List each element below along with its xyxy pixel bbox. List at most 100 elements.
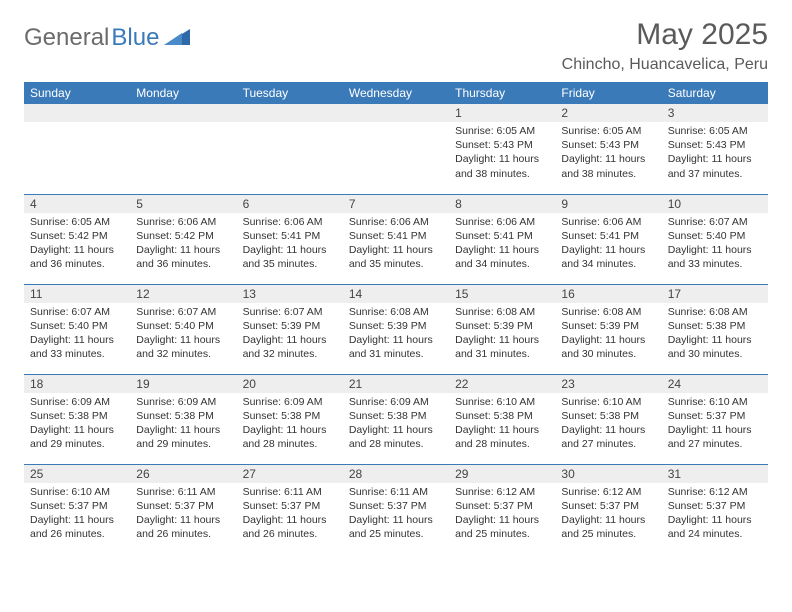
calendar-week-row: 4Sunrise: 6:05 AMSunset: 5:42 PMDaylight… bbox=[24, 194, 768, 284]
daylight-line: Daylight: 11 hours and 26 minutes. bbox=[243, 513, 337, 541]
day-number-empty bbox=[24, 104, 130, 122]
sunrise-line: Sunrise: 6:08 AM bbox=[668, 305, 762, 319]
day-details: Sunrise: 6:06 AMSunset: 5:41 PMDaylight:… bbox=[237, 213, 343, 278]
sunrise-line: Sunrise: 6:08 AM bbox=[455, 305, 549, 319]
calendar-week-row: 25Sunrise: 6:10 AMSunset: 5:37 PMDayligh… bbox=[24, 464, 768, 554]
calendar-cell: 13Sunrise: 6:07 AMSunset: 5:39 PMDayligh… bbox=[237, 284, 343, 374]
day-number: 30 bbox=[555, 465, 661, 483]
day-number: 9 bbox=[555, 195, 661, 213]
calendar-cell: 22Sunrise: 6:10 AMSunset: 5:38 PMDayligh… bbox=[449, 374, 555, 464]
sunrise-line: Sunrise: 6:07 AM bbox=[668, 215, 762, 229]
daylight-line: Daylight: 11 hours and 33 minutes. bbox=[30, 333, 124, 361]
calendar-cell: 20Sunrise: 6:09 AMSunset: 5:38 PMDayligh… bbox=[237, 374, 343, 464]
sunrise-line: Sunrise: 6:11 AM bbox=[349, 485, 443, 499]
day-details: Sunrise: 6:10 AMSunset: 5:37 PMDaylight:… bbox=[24, 483, 130, 548]
day-details: Sunrise: 6:11 AMSunset: 5:37 PMDaylight:… bbox=[343, 483, 449, 548]
sunrise-line: Sunrise: 6:11 AM bbox=[136, 485, 230, 499]
calendar-cell: 28Sunrise: 6:11 AMSunset: 5:37 PMDayligh… bbox=[343, 464, 449, 554]
calendar-cell: 25Sunrise: 6:10 AMSunset: 5:37 PMDayligh… bbox=[24, 464, 130, 554]
location-text: Chincho, Huancavelica, Peru bbox=[562, 56, 768, 74]
sunrise-line: Sunrise: 6:07 AM bbox=[136, 305, 230, 319]
calendar-week-row: 18Sunrise: 6:09 AMSunset: 5:38 PMDayligh… bbox=[24, 374, 768, 464]
sunrise-line: Sunrise: 6:08 AM bbox=[349, 305, 443, 319]
day-number: 3 bbox=[662, 104, 768, 122]
sunset-line: Sunset: 5:41 PM bbox=[243, 229, 337, 243]
day-details: Sunrise: 6:06 AMSunset: 5:41 PMDaylight:… bbox=[449, 213, 555, 278]
day-details: Sunrise: 6:08 AMSunset: 5:39 PMDaylight:… bbox=[449, 303, 555, 368]
sunrise-line: Sunrise: 6:09 AM bbox=[136, 395, 230, 409]
day-number: 12 bbox=[130, 285, 236, 303]
calendar-cell bbox=[237, 104, 343, 194]
day-number: 1 bbox=[449, 104, 555, 122]
sunset-line: Sunset: 5:37 PM bbox=[668, 499, 762, 513]
calendar-cell: 3Sunrise: 6:05 AMSunset: 5:43 PMDaylight… bbox=[662, 104, 768, 194]
month-title: May 2025 bbox=[562, 18, 768, 52]
day-header: Wednesday bbox=[343, 82, 449, 104]
day-number: 16 bbox=[555, 285, 661, 303]
sunset-line: Sunset: 5:37 PM bbox=[243, 499, 337, 513]
calendar-cell: 31Sunrise: 6:12 AMSunset: 5:37 PMDayligh… bbox=[662, 464, 768, 554]
day-details: Sunrise: 6:05 AMSunset: 5:42 PMDaylight:… bbox=[24, 213, 130, 278]
sunrise-line: Sunrise: 6:06 AM bbox=[561, 215, 655, 229]
day-details: Sunrise: 6:10 AMSunset: 5:37 PMDaylight:… bbox=[662, 393, 768, 458]
daylight-line: Daylight: 11 hours and 32 minutes. bbox=[243, 333, 337, 361]
day-details: Sunrise: 6:08 AMSunset: 5:38 PMDaylight:… bbox=[662, 303, 768, 368]
sunset-line: Sunset: 5:39 PM bbox=[455, 319, 549, 333]
calendar-cell: 27Sunrise: 6:11 AMSunset: 5:37 PMDayligh… bbox=[237, 464, 343, 554]
daylight-line: Daylight: 11 hours and 30 minutes. bbox=[668, 333, 762, 361]
calendar-cell: 30Sunrise: 6:12 AMSunset: 5:37 PMDayligh… bbox=[555, 464, 661, 554]
day-details: Sunrise: 6:12 AMSunset: 5:37 PMDaylight:… bbox=[555, 483, 661, 548]
day-number-empty bbox=[130, 104, 236, 122]
sunrise-line: Sunrise: 6:06 AM bbox=[455, 215, 549, 229]
day-header: Thursday bbox=[449, 82, 555, 104]
calendar-cell bbox=[130, 104, 236, 194]
sunset-line: Sunset: 5:43 PM bbox=[455, 138, 549, 152]
daylight-line: Daylight: 11 hours and 34 minutes. bbox=[455, 243, 549, 271]
day-details: Sunrise: 6:07 AMSunset: 5:39 PMDaylight:… bbox=[237, 303, 343, 368]
calendar-cell: 9 Sunrise: 6:06 AMSunset: 5:41 PMDaylight… bbox=[555, 194, 661, 284]
daylight-line: Daylight: 11 hours and 28 minutes. bbox=[455, 423, 549, 451]
daylight-line: Daylight: 11 hours and 28 minutes. bbox=[243, 423, 337, 451]
day-header: Friday bbox=[555, 82, 661, 104]
sunset-line: Sunset: 5:42 PM bbox=[30, 229, 124, 243]
calendar-head: SundayMondayTuesdayWednesdayThursdayFrid… bbox=[24, 82, 768, 104]
sunset-line: Sunset: 5:38 PM bbox=[668, 319, 762, 333]
day-number: 10 bbox=[662, 195, 768, 213]
daylight-line: Daylight: 11 hours and 34 minutes. bbox=[561, 243, 655, 271]
calendar-cell: 8Sunrise: 6:06 AMSunset: 5:41 PMDaylight… bbox=[449, 194, 555, 284]
daylight-line: Daylight: 11 hours and 26 minutes. bbox=[30, 513, 124, 541]
sunset-line: Sunset: 5:37 PM bbox=[30, 499, 124, 513]
sunset-line: Sunset: 5:41 PM bbox=[561, 229, 655, 243]
day-number-empty bbox=[237, 104, 343, 122]
calendar-cell: 1Sunrise: 6:05 AMSunset: 5:43 PMDaylight… bbox=[449, 104, 555, 194]
day-details: Sunrise: 6:09 AMSunset: 5:38 PMDaylight:… bbox=[130, 393, 236, 458]
day-number: 4 bbox=[24, 195, 130, 213]
calendar-cell: 15Sunrise: 6:08 AMSunset: 5:39 PMDayligh… bbox=[449, 284, 555, 374]
day-number-empty bbox=[343, 104, 449, 122]
calendar-cell: 23Sunrise: 6:10 AMSunset: 5:38 PMDayligh… bbox=[555, 374, 661, 464]
sunset-line: Sunset: 5:40 PM bbox=[30, 319, 124, 333]
daylight-line: Daylight: 11 hours and 29 minutes. bbox=[30, 423, 124, 451]
day-details: Sunrise: 6:12 AMSunset: 5:37 PMDaylight:… bbox=[662, 483, 768, 548]
day-number: 2 bbox=[555, 104, 661, 122]
daylight-line: Daylight: 11 hours and 36 minutes. bbox=[30, 243, 124, 271]
sunset-line: Sunset: 5:43 PM bbox=[561, 138, 655, 152]
sunrise-line: Sunrise: 6:10 AM bbox=[668, 395, 762, 409]
sunset-line: Sunset: 5:43 PM bbox=[668, 138, 762, 152]
day-header: Saturday bbox=[662, 82, 768, 104]
sunset-line: Sunset: 5:38 PM bbox=[455, 409, 549, 423]
daylight-line: Daylight: 11 hours and 26 minutes. bbox=[136, 513, 230, 541]
calendar-cell: 17Sunrise: 6:08 AMSunset: 5:38 PMDayligh… bbox=[662, 284, 768, 374]
calendar-cell: 10Sunrise: 6:07 AMSunset: 5:40 PMDayligh… bbox=[662, 194, 768, 284]
sunrise-line: Sunrise: 6:05 AM bbox=[561, 124, 655, 138]
sunset-line: Sunset: 5:39 PM bbox=[349, 319, 443, 333]
daylight-line: Daylight: 11 hours and 29 minutes. bbox=[136, 423, 230, 451]
sunrise-line: Sunrise: 6:06 AM bbox=[136, 215, 230, 229]
day-number: 21 bbox=[343, 375, 449, 393]
calendar-cell bbox=[343, 104, 449, 194]
day-number: 27 bbox=[237, 465, 343, 483]
sunrise-line: Sunrise: 6:08 AM bbox=[561, 305, 655, 319]
calendar-week-row: 11Sunrise: 6:07 AMSunset: 5:40 PMDayligh… bbox=[24, 284, 768, 374]
sunrise-line: Sunrise: 6:05 AM bbox=[30, 215, 124, 229]
sunrise-line: Sunrise: 6:10 AM bbox=[561, 395, 655, 409]
